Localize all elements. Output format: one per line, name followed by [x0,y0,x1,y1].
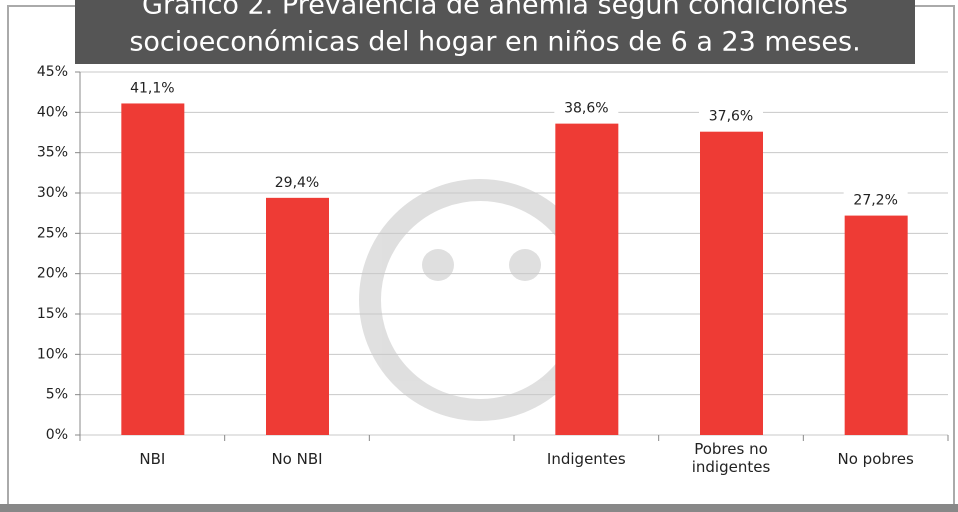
y-tick-label: 45% [37,64,68,80]
value-label: 37,6% [709,109,753,125]
y-tick-label: 15% [37,306,68,322]
value-label: 38,6% [564,101,608,117]
value-label: 41,1% [130,80,174,96]
chart-title: Gráfico 2. Prevalencia de anemia según c… [142,0,848,21]
x-tick-label: No pobres [821,450,931,468]
bar [555,124,618,435]
x-tick-label: NBI [97,450,207,468]
y-tick-label: 10% [37,346,68,362]
bar [121,103,184,435]
bar [845,216,908,435]
chart: 41,1% 29,4% 38,6% 37,6% 27,2% Gráfico 2. Pre… [0,0,958,512]
value-label: 27,2% [853,193,897,209]
bottom-bar [0,504,958,512]
y-tick-label: 20% [37,266,68,282]
y-tick-label: 25% [37,225,68,241]
page: 41,1% 29,4% 38,6% 37,6% 27,2% Gráfico 2. Pre… [0,0,958,512]
bar [266,198,329,435]
x-tick-label: Indigentes [531,450,641,468]
x-tick-label: Pobres no indigentes [686,440,776,476]
bar [700,132,763,435]
x-tick-label: No NBI [242,450,352,468]
value-label: 29,4% [275,175,319,191]
y-tick-label: 35% [37,145,68,161]
y-tick-label: 40% [37,104,68,120]
y-tick-label: 5% [46,387,68,403]
y-tick-label: 0% [46,427,68,443]
chart-title: socioeconómicas del hogar en niños de 6 … [129,27,860,58]
y-tick-label: 30% [37,185,68,201]
